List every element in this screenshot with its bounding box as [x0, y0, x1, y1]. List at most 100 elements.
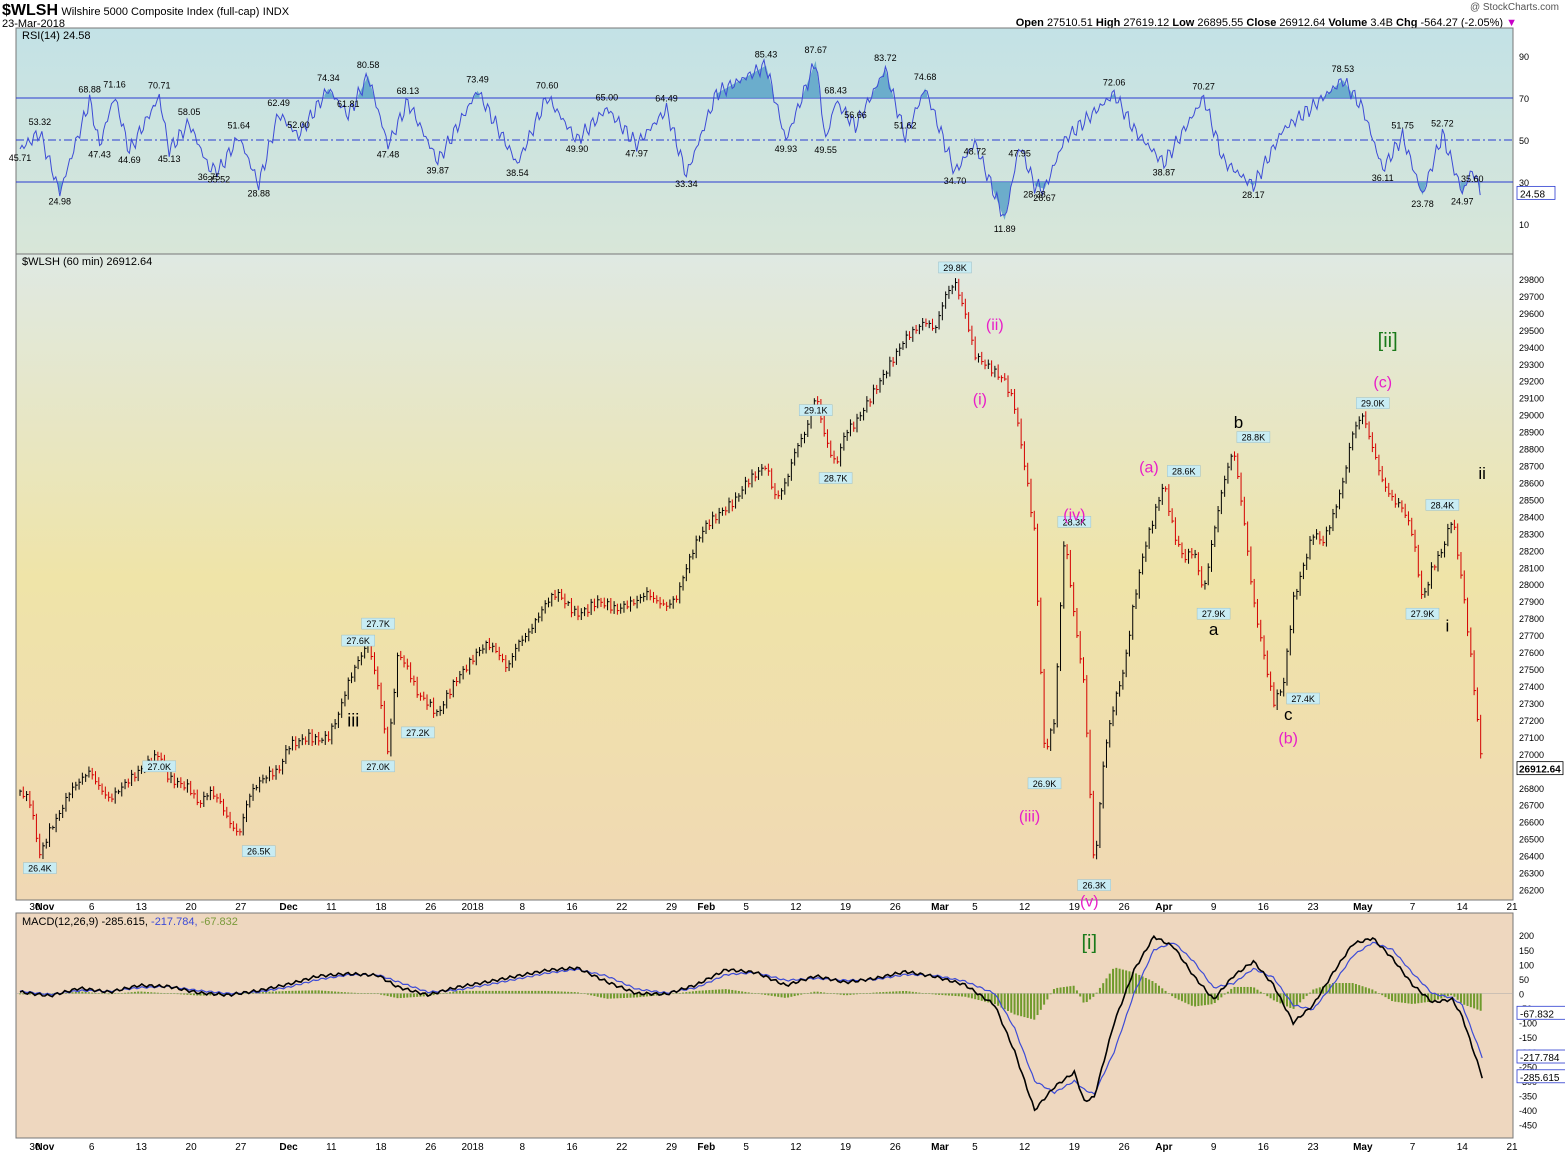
macd-histogram-bar [695, 990, 698, 994]
macd-histogram-bar [773, 993, 776, 997]
x-tick-label: 16 [1258, 902, 1270, 913]
macd-histogram-bar [1377, 993, 1380, 994]
macd-histogram-bar [84, 991, 87, 994]
macd-histogram-bar [189, 993, 192, 996]
macd-histogram-bar [1174, 993, 1177, 999]
macd-histogram-bar [741, 991, 744, 994]
macd-histogram-bar [770, 993, 773, 996]
macd-histogram-bar [708, 990, 711, 994]
symbol: $WLSH [2, 2, 58, 19]
macd-histogram-bar [301, 990, 304, 994]
macd-histogram-bar [1154, 983, 1157, 994]
volume-label: Volume [1328, 17, 1368, 29]
macd-histogram-bar [1082, 993, 1085, 1003]
macd-histogram-bar [173, 993, 176, 995]
rsi-value-label: 51.64 [228, 121, 251, 131]
price-tick-label: 28600 [1519, 478, 1544, 488]
macd-histogram-bar [117, 993, 120, 994]
macd-histogram-bar [465, 990, 468, 994]
macd-histogram-bar [498, 990, 501, 994]
price-tick-label: 26300 [1519, 869, 1544, 879]
macd-histogram-bar [810, 992, 813, 994]
macd-histogram-bar [87, 992, 90, 994]
price-pivot-label-box [1057, 516, 1092, 528]
x-tick-label: 8 [520, 1142, 526, 1153]
price-tick-label: 26200 [1519, 886, 1544, 896]
macd-tick-label: -350 [1519, 1092, 1537, 1102]
macd-histogram-bar [386, 993, 389, 997]
macd-histogram-bar [298, 990, 301, 994]
wave-label: b [1234, 413, 1243, 432]
macd-histogram-bar [304, 990, 307, 994]
macd-tick-label: 100 [1519, 960, 1534, 970]
price-tick-label: 27100 [1519, 733, 1544, 743]
macd-histogram-bar [826, 992, 829, 994]
macd-histogram-bar [324, 990, 327, 994]
price-pivot-label: 27.7K [366, 619, 390, 629]
macd-histogram-bar [330, 991, 333, 994]
x-tick-label: 29 [666, 902, 678, 913]
macd-histogram-bar [1135, 973, 1138, 994]
rsi-value-label: 23.78 [1411, 199, 1434, 209]
macd-histogram-bar [882, 992, 885, 994]
macd-histogram-bar [1361, 986, 1364, 994]
price-tick-label: 28300 [1519, 529, 1544, 539]
macd-histogram-bar [311, 990, 314, 994]
x-tick-label: 9 [1211, 1142, 1217, 1153]
macd-histogram-bar [724, 989, 727, 994]
macd-histogram-bar [1151, 981, 1154, 994]
macd-histogram-bar [616, 993, 619, 999]
macd-histogram-bar [1249, 986, 1252, 994]
macd-histogram-bar [501, 990, 504, 994]
price-tick-label: 28800 [1519, 445, 1544, 455]
rsi-value-label: 70.27 [1192, 81, 1215, 91]
close-label: Close [1246, 17, 1277, 29]
macd-histogram-bar [1056, 987, 1059, 994]
x-tick-label: 23 [1308, 1142, 1320, 1153]
macd-value-tag: -67.832 [1520, 1009, 1554, 1020]
macd-histogram-bar [1177, 993, 1180, 1000]
macd-histogram-bar [458, 990, 461, 994]
x-tick-label: Apr [1155, 902, 1172, 913]
macd-histogram-bar [192, 993, 195, 996]
macd-histogram-bar [632, 993, 635, 998]
macd-histogram-bar [1121, 969, 1124, 994]
macd-histogram-bar [1381, 993, 1384, 996]
rsi-value-label: 38.87 [1153, 167, 1176, 177]
macd-histogram-bar [235, 993, 238, 995]
x-tick-label: 5 [743, 902, 749, 913]
macd-histogram-bar [150, 992, 153, 994]
macd-histogram-bar [1105, 978, 1108, 994]
macd-histogram-bar [1351, 983, 1354, 994]
macd-histogram-bar [744, 991, 747, 994]
macd-histogram-bar [980, 993, 983, 1001]
x-tick-label: 5 [972, 1142, 978, 1153]
price-pivot-label: 27.4K [1291, 694, 1315, 704]
price-tick-label: 26400 [1519, 852, 1544, 862]
macd-histogram-bar [688, 991, 691, 994]
macd-histogram-bar [954, 993, 957, 996]
macd-histogram-bar [153, 992, 156, 994]
price-tick-label: 28700 [1519, 462, 1544, 472]
price-pivot-label-box [1167, 465, 1201, 477]
macd-histogram-bar [275, 991, 278, 994]
price-last-value-tag: 26912.64 [1519, 765, 1561, 776]
x-tick-label: 26 [425, 1142, 437, 1153]
macd-histogram-bar [347, 992, 350, 994]
macd-histogram-bar [1003, 993, 1006, 1010]
macd-histogram-bar [1292, 993, 1295, 1009]
macd-signal-line [19, 941, 1483, 1095]
macd-histogram-bar [160, 992, 163, 994]
x-tick-label: 11 [326, 1142, 337, 1153]
wave-label: (iv) [1063, 507, 1085, 524]
price-pivot-label-box [1286, 692, 1320, 705]
macd-histogram-bar [202, 993, 205, 996]
macd-histogram-bar [1033, 993, 1036, 1020]
macd-histogram-bar [852, 993, 855, 995]
macd-histogram-bar [806, 993, 809, 994]
macd-histogram-bar [1092, 993, 1095, 997]
macd-histogram-bar [865, 993, 868, 994]
macd-histogram-bar [74, 991, 77, 994]
macd-histogram-bar [183, 993, 186, 995]
macd-histogram-bar [1286, 993, 1289, 1007]
